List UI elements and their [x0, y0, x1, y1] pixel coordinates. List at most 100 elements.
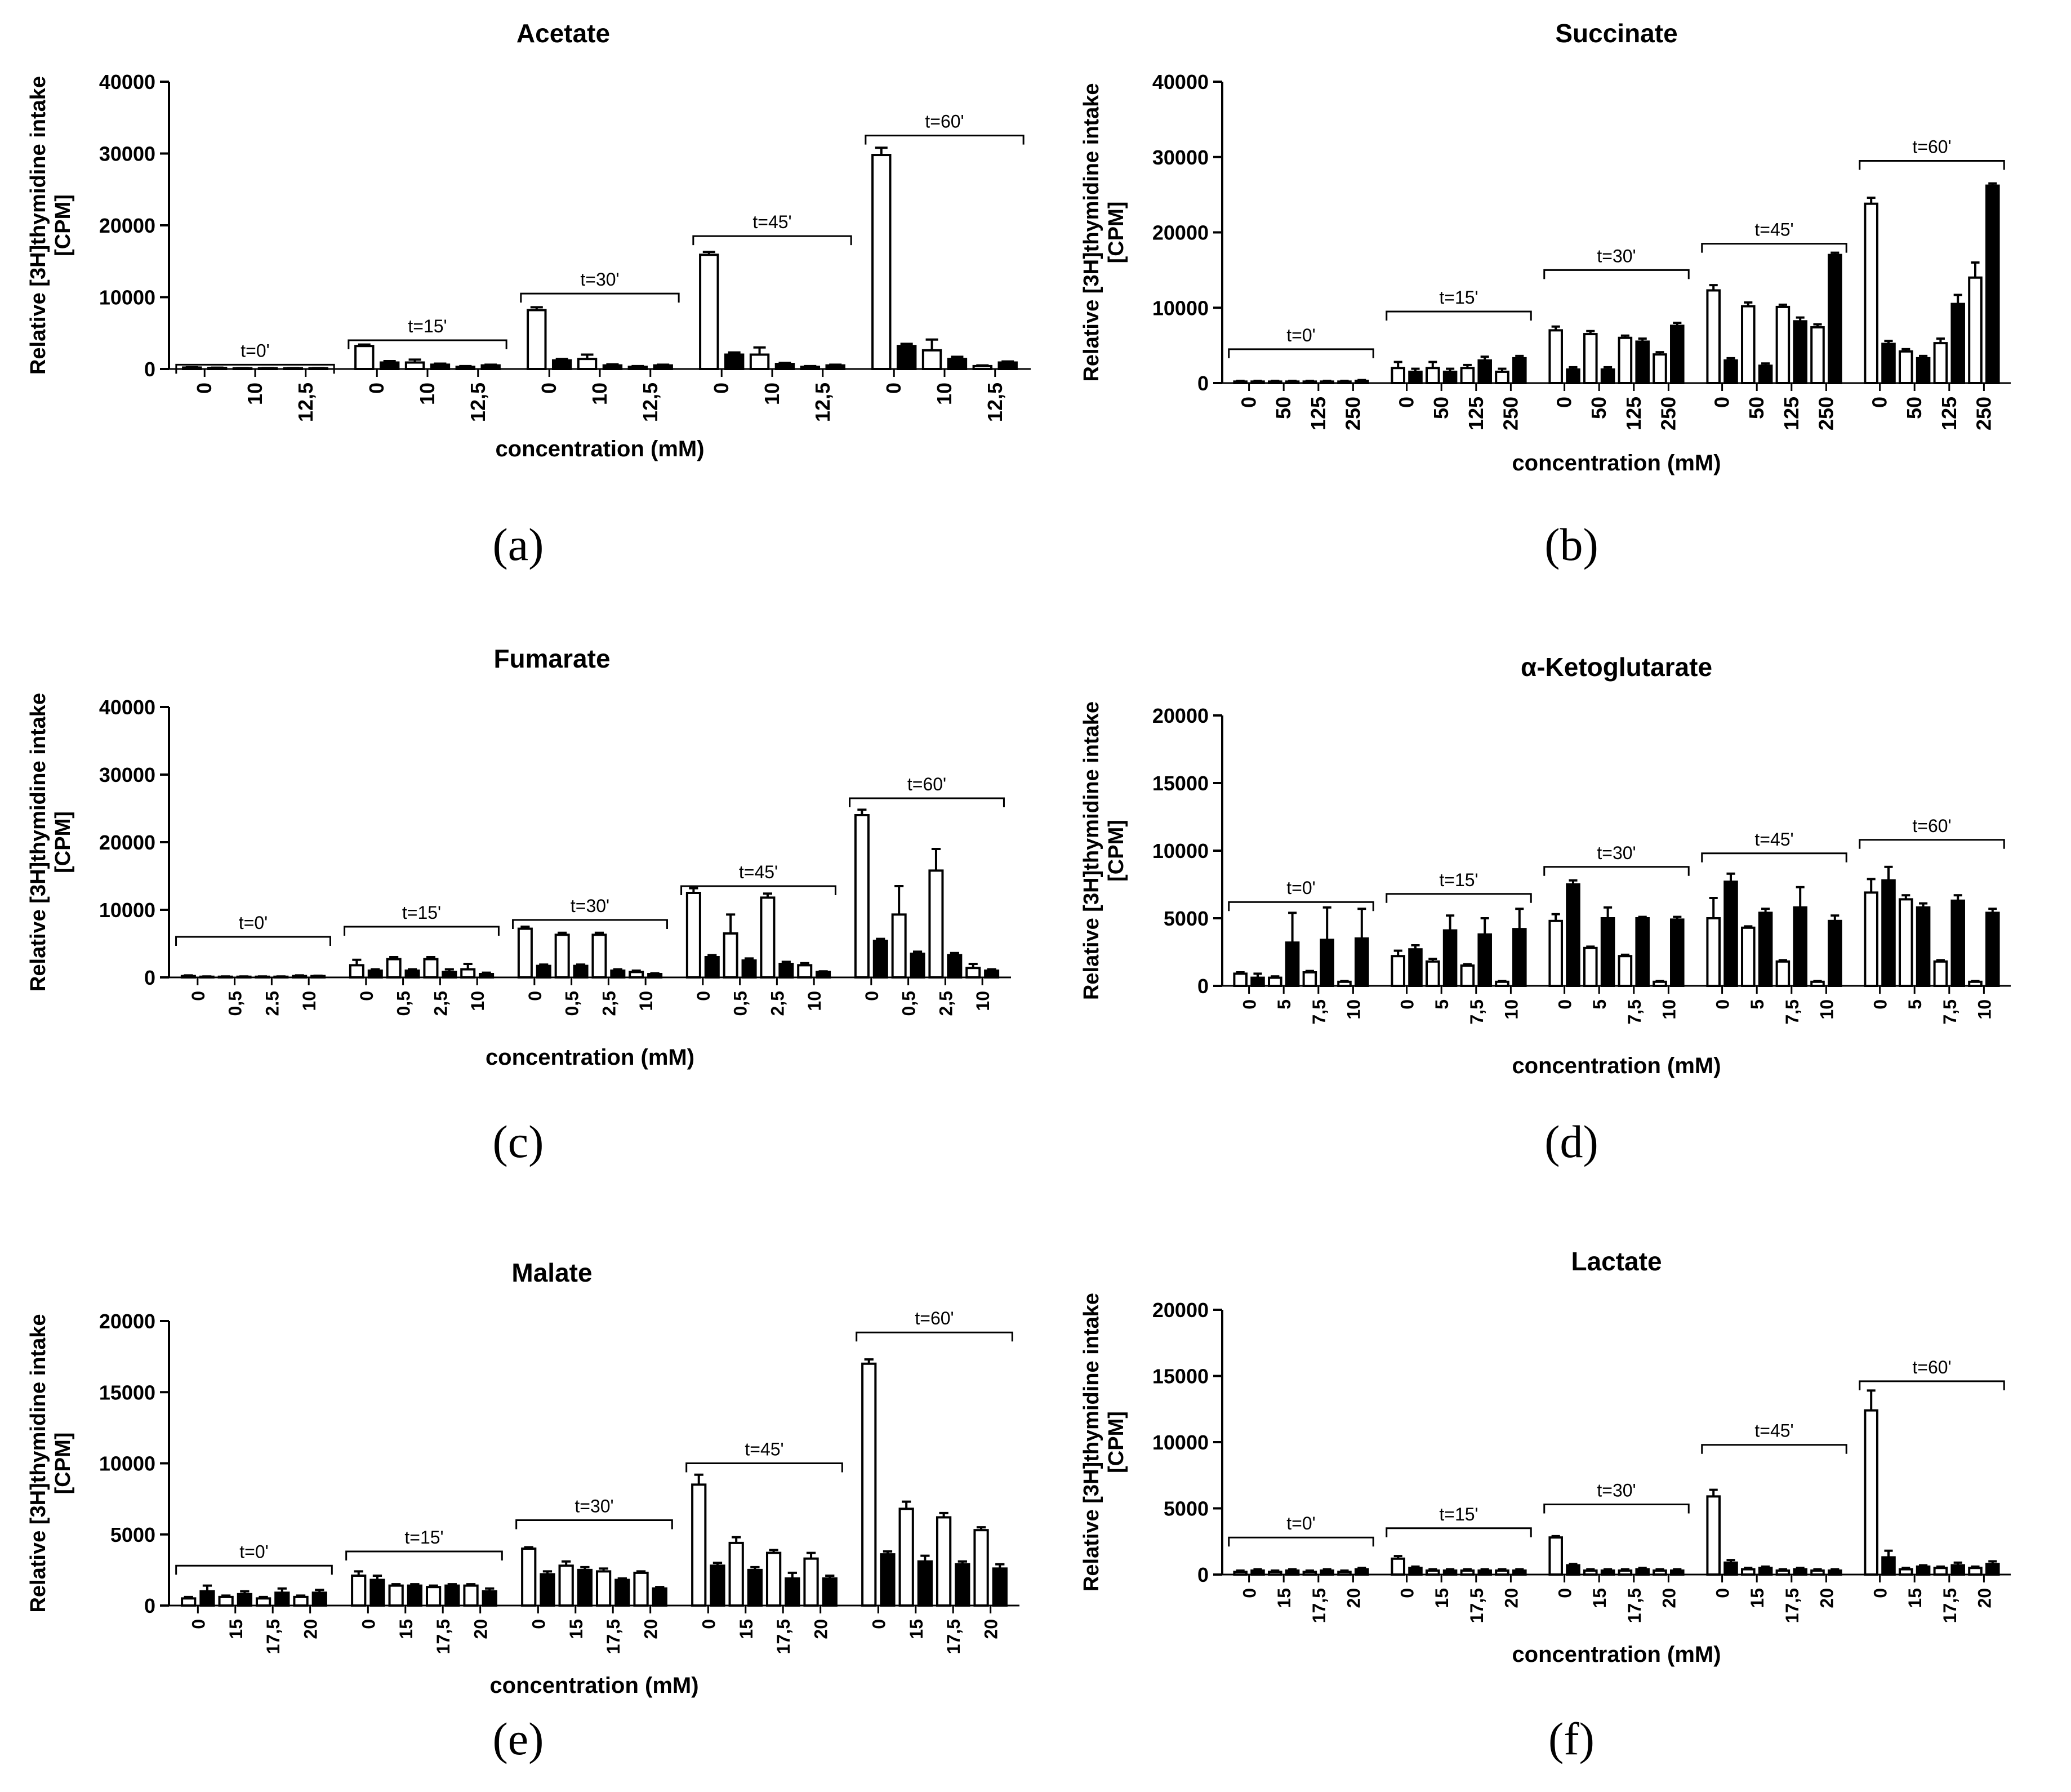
- bar: [972, 364, 993, 371]
- y-axis-label-line1: Relative [3H]thymidine intake: [26, 693, 50, 991]
- x-tick-label: 2,5: [936, 991, 956, 1016]
- group-label: t=45': [1754, 1421, 1793, 1441]
- x-tick-label: 10: [1343, 999, 1364, 1020]
- y-tick-label: 15000: [99, 1381, 155, 1404]
- bar: [407, 1584, 423, 1607]
- group-bracket: [175, 363, 335, 374]
- bar: [778, 963, 794, 979]
- x-axis-label: concentration (mM): [486, 1045, 694, 1070]
- group-label: t=30': [1597, 843, 1636, 863]
- y-axis-label-line1: Relative [3H]thymidine intake: [1080, 1293, 1103, 1591]
- x-axis-label: concentration (mM): [495, 437, 704, 461]
- group-label: t=60': [1912, 816, 1951, 836]
- bar: [1881, 879, 1896, 988]
- bar: [785, 1577, 800, 1607]
- x-tick-label: 10: [1974, 999, 1994, 1020]
- y-tick-label: 10000: [99, 286, 155, 309]
- x-tick-label: 7,5: [1782, 999, 1802, 1024]
- bar: [629, 971, 644, 979]
- bar: [425, 1586, 442, 1607]
- group-bracket: [344, 926, 500, 936]
- bar: [1337, 1571, 1352, 1576]
- x-tick-label: 5: [1905, 999, 1925, 1010]
- group-label: t=60': [1912, 136, 1951, 157]
- panel-label-e: (e): [492, 1713, 544, 1764]
- bar: [1618, 1569, 1633, 1576]
- bar: [992, 1567, 1008, 1607]
- group-bracket: [1543, 1503, 1690, 1514]
- y-tick-label: 0: [1197, 372, 1209, 395]
- bar: [1408, 948, 1423, 987]
- x-tick-label: 2,5: [767, 991, 787, 1016]
- x-tick-label: 250: [1972, 397, 1995, 430]
- group-label: t=30': [571, 896, 609, 916]
- x-tick-label: 250: [1499, 397, 1522, 430]
- bar: [1968, 276, 1983, 384]
- bar: [1723, 359, 1738, 384]
- bar: [1793, 1568, 1807, 1576]
- bar: [479, 973, 495, 979]
- x-tick-label: 250: [1341, 397, 1364, 430]
- bar: [1391, 955, 1405, 987]
- x-tick-label: 10: [416, 383, 439, 405]
- bar: [917, 1560, 933, 1607]
- bar: [1391, 1557, 1405, 1576]
- x-tick-label: 0: [1240, 1588, 1260, 1598]
- bar: [825, 364, 845, 370]
- x-tick-label: 0: [528, 1619, 549, 1629]
- bar: [274, 1591, 290, 1607]
- x-tick-label: 0: [1713, 999, 1733, 1010]
- bar: [723, 932, 738, 979]
- group-label: t=0': [1286, 1513, 1315, 1533]
- x-tick-label: 20: [811, 1619, 831, 1639]
- bar: [1985, 184, 2000, 384]
- bar: [404, 970, 420, 979]
- bar: [602, 364, 623, 370]
- x-tick-label: 0: [693, 991, 714, 1001]
- x-tick-label: 0,5: [899, 991, 919, 1016]
- bar: [367, 970, 383, 979]
- group-bracket: [175, 936, 331, 946]
- x-tick-label: 2.5: [262, 991, 282, 1016]
- bar: [1741, 1568, 1756, 1576]
- group-label: t=45': [1754, 829, 1793, 850]
- bar: [910, 953, 925, 979]
- bar: [1899, 898, 1913, 988]
- group-bracket: [1701, 243, 1847, 253]
- bar: [1566, 368, 1580, 384]
- bar: [1864, 891, 1878, 988]
- bar: [444, 1584, 460, 1607]
- bar: [1670, 918, 1685, 988]
- x-tick-label: 15: [1432, 1588, 1452, 1608]
- group-label: t=45': [752, 212, 791, 232]
- group-label: t=60': [907, 774, 946, 794]
- bar: [527, 309, 547, 371]
- y-axis-label-line2: [CPM]: [1104, 820, 1128, 882]
- bar: [480, 364, 501, 370]
- bar: [1355, 937, 1369, 987]
- bar: [691, 1483, 707, 1607]
- bar: [1583, 1569, 1598, 1576]
- x-tick-label: 10: [588, 383, 611, 405]
- bar: [1495, 1569, 1509, 1576]
- y-axis-label: Relative [3H]thymidine intake [CPM]: [1080, 701, 1128, 1000]
- bar: [1583, 946, 1598, 988]
- x-tick-label: 0: [698, 1619, 719, 1629]
- group-label: t=15': [1439, 1504, 1478, 1524]
- bar: [760, 896, 776, 979]
- x-tick-label: 20: [1343, 1588, 1364, 1608]
- y-axis-label-line2: [CPM]: [51, 811, 75, 873]
- y-axis-label-line1: Relative [3H]thymidine intake: [1080, 701, 1103, 1000]
- bar: [871, 154, 892, 370]
- bar: [1495, 370, 1509, 384]
- x-tick-label: 10: [299, 991, 319, 1011]
- bar: [1828, 919, 1842, 988]
- x-tick-label: 0: [869, 1619, 889, 1629]
- y-tick-label: 20000: [99, 831, 155, 854]
- y-tick-label: 0: [1197, 975, 1209, 998]
- x-tick-label: 0: [365, 383, 388, 394]
- bar: [1653, 353, 1667, 384]
- x-tick-label: 17,5: [943, 1619, 964, 1654]
- x-tick-label: 15: [1274, 1588, 1294, 1608]
